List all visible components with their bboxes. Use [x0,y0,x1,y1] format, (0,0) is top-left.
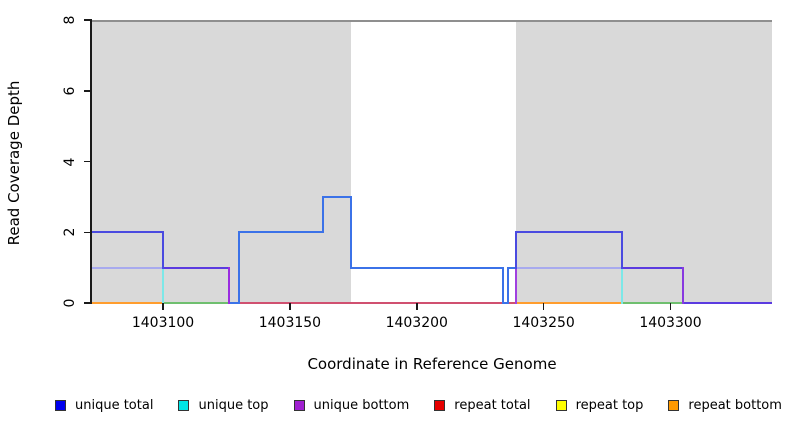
coverage-line-segment [92,302,164,304]
legend-label: repeat total [454,398,531,413]
y-tick-label: 2 [62,227,78,237]
coverage-line-segment [515,231,623,234]
y-tick [84,160,92,163]
coverage-line-step [682,266,685,304]
legend-swatch-unique-total [55,400,66,411]
legend-swatch-repeat-total [434,400,446,411]
coverage-line-step [621,231,624,269]
y-tick-label: 6 [62,86,78,96]
coverage-line-segment [350,266,504,269]
coverage-line-step [514,266,517,304]
coverage-line-segment [515,266,623,269]
coverage-line-segment [163,266,229,269]
coverage-line-segment [508,302,516,304]
x-axis-title: Coordinate in Reference Genome [307,355,557,373]
x-tick [162,303,164,310]
coverage-line-segment [92,231,164,234]
coverage-line-step [502,266,505,304]
legend-label: unique bottom [313,398,410,413]
coverage-line-segment [503,302,509,304]
x-tick-label: 1403150 [258,315,322,331]
x-tick-label: 1403250 [512,315,575,331]
y-tick [84,90,92,92]
coverage-line-step [507,266,510,304]
coverage-line-segment [239,231,323,234]
legend: unique total unique top unique bottom re… [55,398,782,413]
legend-swatch-unique-bottom [293,400,305,411]
coverage-line-step [162,231,165,269]
legend-item-unique-top: unique top [178,398,269,413]
coverage-line-segment [92,266,164,269]
y-tick-label: 8 [62,15,78,25]
x-tick-label: 1403100 [131,315,195,331]
x-tick-label: 1403200 [385,315,448,331]
plot-area [92,20,772,304]
coverage-line-step [621,266,624,304]
coverage-line-segment [508,266,516,269]
coverage-line-step [228,266,230,304]
coverage-line-step [321,195,324,234]
x-tick [542,303,545,310]
repeat-region-shade [515,20,772,303]
y-tick [84,231,92,233]
region-boundary-line [92,20,772,22]
coverage-line-step [238,231,241,304]
legend-swatch-repeat-top [555,400,567,411]
coverage-line-segment [239,302,504,304]
coverage-line-segment [322,195,351,198]
legend-swatch-repeat-bottom [668,400,680,411]
coverage-line-step [349,195,352,269]
legend-item-repeat-total: repeat total [434,398,531,413]
legend-item-repeat-top: repeat top [555,398,644,413]
legend-label: unique total [75,398,154,413]
y-tick [84,302,92,304]
coverage-line-segment [229,302,240,304]
coverage-line-step [162,266,165,304]
legend-label: repeat bottom [688,398,782,413]
legend-swatch-unique-top [178,400,190,411]
y-axis-title: Read Coverage Depth [5,80,23,246]
legend-item-repeat-bottom: repeat bottom [668,398,782,413]
coverage-line-segment [622,302,684,304]
coverage-line-segment [622,266,684,269]
y-tick-label: 0 [62,298,78,308]
y-tick [84,19,92,21]
x-tick [669,303,672,310]
legend-label: repeat top [575,398,644,413]
legend-item-unique-bottom: unique bottom [293,398,410,413]
legend-label: unique top [198,398,269,413]
repeat-region-shade [92,20,351,303]
coverage-line-step [514,231,517,269]
coverage-line-segment [163,302,229,304]
x-tick-label: 1403300 [639,315,702,331]
x-tick [416,303,418,310]
coverage-line-segment [683,302,772,304]
y-tick-label: 4 [62,157,78,166]
x-tick [289,303,291,310]
legend-item-unique-total: unique total [55,398,153,413]
coverage-line-segment [515,302,623,304]
